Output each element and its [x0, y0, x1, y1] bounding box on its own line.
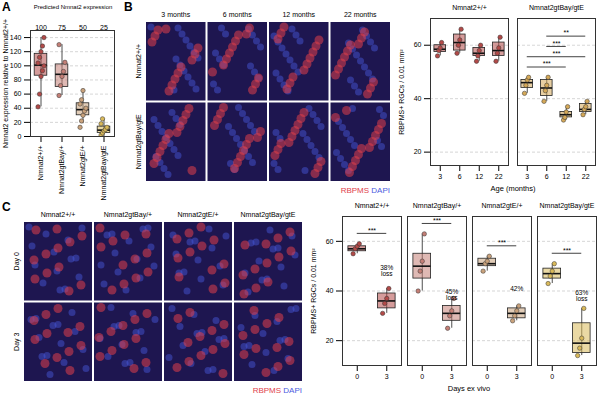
svg-text:12 months: 12 months — [282, 11, 315, 18]
svg-text:22: 22 — [582, 173, 590, 180]
svg-text:20: 20 — [326, 337, 334, 344]
svg-text:12: 12 — [475, 173, 483, 180]
svg-text:0: 0 — [420, 373, 424, 380]
svg-text:0: 0 — [355, 373, 359, 380]
svg-text:Nmnat2gtBay/+: Nmnat2gtBay/+ — [104, 211, 152, 219]
svg-text:RBPMS DAPI: RBPMS DAPI — [341, 186, 390, 195]
svg-text:45%loss: 45%loss — [445, 288, 458, 302]
svg-text:3: 3 — [450, 373, 454, 380]
svg-text:Nmnat2gtBay/gtE: Nmnat2gtBay/gtE — [540, 202, 595, 210]
svg-text:3: 3 — [525, 173, 529, 180]
svg-text:Nmnat2+/+: Nmnat2+/+ — [41, 211, 76, 218]
svg-text:0: 0 — [18, 133, 22, 140]
svg-text:0: 0 — [485, 373, 489, 380]
svg-text:75: 75 — [58, 24, 66, 32]
svg-text:40: 40 — [326, 287, 334, 294]
svg-text:Nmnat2gtE/+: Nmnat2gtE/+ — [177, 211, 218, 219]
svg-text:100: 100 — [35, 24, 47, 32]
svg-text:Nmnat2+/+: Nmnat2+/+ — [37, 146, 44, 181]
svg-text:Nmnat2gtBay/gtE: Nmnat2gtBay/gtE — [100, 145, 108, 200]
svg-text:80: 80 — [14, 76, 22, 83]
svg-text:60: 60 — [14, 90, 22, 97]
svg-text:***: *** — [552, 40, 560, 47]
svg-text:42%: 42% — [510, 285, 523, 292]
svg-text:RBPMS+ RGCs / 0.01 mm²: RBPMS+ RGCs / 0.01 mm² — [310, 248, 317, 334]
svg-text:25: 25 — [100, 24, 108, 32]
svg-text:***: *** — [498, 239, 506, 246]
svg-text:6: 6 — [545, 173, 549, 180]
svg-text:Nmnat2gtBay/+: Nmnat2gtBay/+ — [58, 146, 66, 194]
svg-text:Nmnat2gtE/+: Nmnat2gtE/+ — [79, 146, 87, 187]
svg-text:***: *** — [368, 227, 376, 234]
svg-text:Nmnat2gtE/+: Nmnat2gtE/+ — [481, 202, 522, 210]
svg-text:3: 3 — [385, 373, 389, 380]
svg-text:3 months: 3 months — [161, 11, 190, 18]
svg-text:3: 3 — [515, 373, 519, 380]
svg-text:***: *** — [552, 50, 560, 57]
svg-text:***: *** — [433, 217, 441, 224]
svg-text:Nmnat2+/+: Nmnat2+/+ — [452, 4, 487, 11]
svg-text:140: 140 — [10, 34, 22, 41]
svg-text:22: 22 — [495, 173, 503, 180]
svg-text:Nmnat2+/+: Nmnat2+/+ — [355, 202, 390, 209]
svg-text:RBPMS+ RGCs / 0.01 mm²: RBPMS+ RGCs / 0.01 mm² — [398, 49, 405, 135]
html-text:Predicted Nmnat2 expression: Predicted Nmnat2 expression — [33, 4, 113, 10]
svg-text:Nmnat2+/+: Nmnat2+/+ — [135, 44, 142, 79]
svg-text:60: 60 — [414, 41, 422, 48]
svg-text:63%loss: 63%loss — [575, 289, 588, 303]
svg-text:20: 20 — [14, 119, 22, 126]
svg-text:**: ** — [564, 29, 570, 36]
svg-text:50: 50 — [79, 24, 87, 32]
svg-text:12: 12 — [562, 173, 570, 180]
svg-text:Nmnat2gtBay/+: Nmnat2gtBay/+ — [413, 202, 461, 210]
svg-text:Day 0: Day 0 — [13, 252, 21, 270]
html-text:Age (months): Age (months) — [490, 184, 536, 193]
html-text:Days ex vivo: Days ex vivo — [447, 384, 491, 393]
svg-text:Nmnat2gtBay/gtE: Nmnat2gtBay/gtE — [135, 114, 143, 169]
svg-text:Nmnat2 expression relative to: Nmnat2 expression relative to Nmnat2+/+ — [2, 19, 10, 148]
html-text:A: A — [2, 0, 11, 14]
svg-text:3: 3 — [438, 173, 442, 180]
svg-text:Day 3: Day 3 — [13, 333, 21, 351]
svg-text:Nmnat2gtBay/gtE: Nmnat2gtBay/gtE — [241, 211, 296, 219]
svg-text:***: *** — [543, 60, 551, 67]
svg-text:22 months: 22 months — [344, 11, 377, 18]
svg-text:6: 6 — [458, 173, 462, 180]
svg-text:38%loss: 38%loss — [380, 264, 393, 278]
svg-text:B: B — [124, 0, 133, 14]
svg-text:40: 40 — [414, 95, 422, 102]
svg-text:C: C — [2, 200, 11, 214]
svg-text:20: 20 — [414, 148, 422, 155]
svg-text:40: 40 — [14, 104, 22, 111]
svg-text:Nmnat2gtBay/gtE: Nmnat2gtBay/gtE — [529, 4, 584, 12]
svg-text:60: 60 — [326, 238, 334, 245]
svg-text:0: 0 — [550, 373, 554, 380]
svg-text:120: 120 — [10, 48, 22, 55]
svg-text:6 months: 6 months — [223, 11, 252, 18]
svg-text:***: *** — [563, 246, 571, 253]
svg-text:100: 100 — [10, 62, 22, 69]
svg-text:RBPMS DAPI: RBPMS DAPI — [253, 386, 302, 395]
svg-text:3: 3 — [580, 373, 584, 380]
